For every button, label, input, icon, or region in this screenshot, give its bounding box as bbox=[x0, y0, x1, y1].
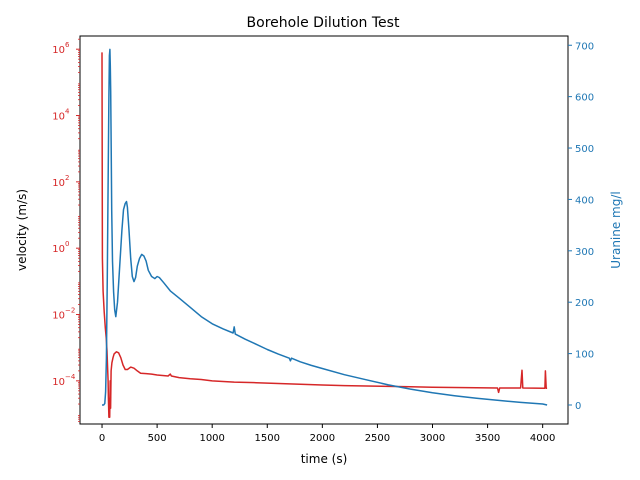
y-left-tick-label: 10 bbox=[52, 311, 65, 322]
x-tick-label: 3000 bbox=[420, 433, 445, 444]
y-right-tick-label: 100 bbox=[575, 350, 594, 361]
x-tick-label: 4000 bbox=[530, 433, 555, 444]
x-tick-label: 2000 bbox=[310, 433, 335, 444]
y-right-tick-label: 300 bbox=[575, 247, 594, 258]
x-axis: 0 500 1000 1500 2000 2500 3000 3500 4000 bbox=[99, 424, 555, 444]
x-tick-label: 500 bbox=[148, 433, 167, 444]
x-tick-label: 2500 bbox=[365, 433, 390, 444]
x-tick-label: 1000 bbox=[199, 433, 224, 444]
y-left-tick-exponent: 6 bbox=[65, 41, 70, 49]
y-left-tick-exponent: 0 bbox=[65, 240, 69, 248]
y-left-tick-label: 10 bbox=[52, 244, 65, 255]
y-right-tick-label: 0 bbox=[575, 401, 581, 412]
y-left-tick-exponent: −2 bbox=[65, 307, 75, 315]
x-axis-label: time (s) bbox=[301, 452, 348, 466]
series-line-right-1 bbox=[102, 48, 548, 406]
y-right-axis-label: Uranine mg/l bbox=[609, 191, 623, 269]
chart-title: Borehole Dilution Test bbox=[247, 15, 400, 31]
y-left-axis-label: velocity (m/s) bbox=[15, 189, 29, 271]
y-left-tick-exponent: 2 bbox=[65, 174, 69, 182]
x-tick-label: 3500 bbox=[475, 433, 500, 444]
y-left-tick-label: 10 bbox=[52, 112, 65, 123]
y-left-tick-label: 10 bbox=[52, 45, 65, 56]
y-right-tick-label: 400 bbox=[575, 195, 594, 206]
x-tick-label: 1500 bbox=[255, 433, 280, 444]
y-left-tick-exponent: 4 bbox=[65, 108, 70, 116]
y-right-tick-label: 200 bbox=[575, 298, 594, 309]
y-right-tick-label: 500 bbox=[575, 144, 594, 155]
y-left-tick-exponent: −4 bbox=[65, 373, 76, 381]
y-right-tick-label: 700 bbox=[575, 41, 594, 52]
plot-frame bbox=[79, 35, 569, 425]
y-right-axis: 0 100 200 300 400 500 600 700 bbox=[568, 41, 594, 412]
y-left-tick-label: 10 bbox=[52, 377, 65, 388]
series-line-left-0 bbox=[101, 52, 548, 418]
x-tick-label: 0 bbox=[99, 433, 105, 444]
y-right-tick-label: 600 bbox=[575, 93, 594, 104]
y-left-tick-label: 10 bbox=[52, 178, 65, 189]
